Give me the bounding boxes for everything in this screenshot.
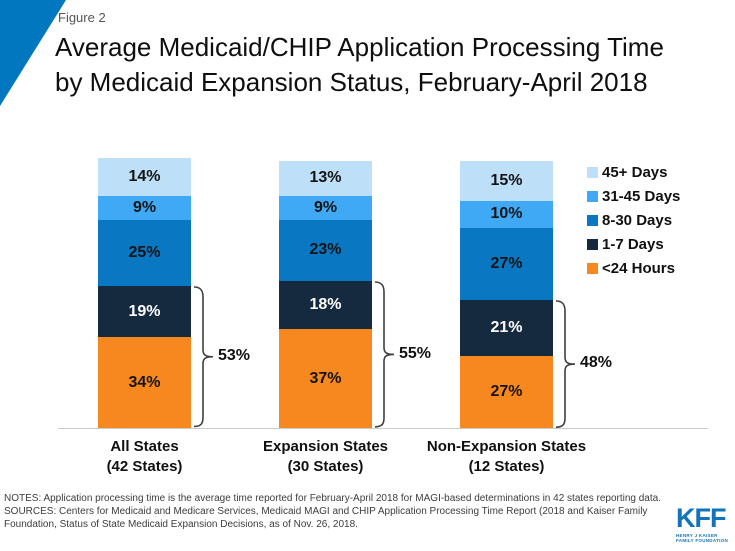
x-axis-category-label: Non-Expansion States (12 States) [426,438,587,475]
bar-segment: 34% [98,337,191,428]
bar-segment: 9% [279,195,372,220]
segment-value-label: 9% [313,198,338,216]
segment-value-label: 27% [490,254,523,272]
legend-label: <24 Hours [602,259,675,277]
segment-value-label: 18% [309,296,342,314]
legend-item: 8-30 Days [587,208,680,232]
notes-block: NOTES: Application processing time is th… [4,492,734,531]
x-axis-baseline [58,428,708,429]
legend-swatch [587,190,598,202]
segment-value-label: 21% [490,318,523,336]
segment-value-label: 37% [309,369,342,387]
legend-swatch [587,238,598,250]
bar-segment: 37% [279,329,372,428]
segment-value-label: 15% [490,172,523,190]
kff-logo-text: KFF [676,503,726,533]
page-title-line-2: by Medicaid Expansion Status, February-A… [55,67,648,97]
segment-value-label: 13% [309,169,342,187]
segment-value-label: 27% [490,382,523,400]
bar-segment: 21% [460,299,553,356]
segment-value-label: 14% [128,168,161,186]
bar-segment: 14% [98,158,191,196]
bar-segment: 9% [98,195,191,220]
bracket-brace-icon [193,286,214,428]
segment-value-label: 34% [128,373,161,391]
page-title: Average Medicaid/CHIP Application Proces… [55,30,725,100]
legend-item: <24 Hours [587,256,680,280]
legend-label: 31-45 Days [602,187,681,205]
segment-value-label: 23% [309,241,342,259]
bracket-value-label: 48% [580,353,613,371]
segment-value-label: 9% [132,198,157,216]
bar-segment: 19% [98,286,191,338]
kff-logo: KFF HENRY J KAISER FAMILY FOUNDATION [676,503,729,544]
kff-logo-subtext: HENRY J KAISER FAMILY FOUNDATION [676,533,729,543]
segment-value-label: 10% [490,205,523,223]
bracket-brace-icon [555,300,576,428]
sources-line-1: SOURCES: Centers for Medicaid and Medica… [4,506,648,517]
legend-item: 45+ Days [587,160,680,184]
stacked-bar: 14% 9% 25% 19% 34% [98,158,191,428]
stacked-bar: 13% 9% 23% 18% 37% [279,161,372,428]
segment-value-label: 25% [128,244,161,262]
legend-swatch [587,214,598,226]
legend-swatch [587,166,598,178]
figure-number-label: Figure 2 [58,10,106,25]
legend-item: 1-7 Days [587,232,680,256]
bar-segment: 27% [460,355,553,428]
bar-segment: 15% [460,161,553,202]
legend: 45+ Days 31-45 Days 8-30 Days 1-7 Days <24 H… [587,160,680,280]
stacked-bar: 15% 10% 27% 21% 27% [460,161,553,428]
x-axis-category-label: Expansion States (30 States) [262,438,389,475]
page-title-line-1: Average Medicaid/CHIP Application Proces… [55,32,664,62]
notes-line: NOTES: Application processing time is th… [4,493,661,504]
segment-value-label: 19% [128,302,161,320]
bar-segment: 25% [98,219,191,287]
bar-segment: 27% [460,227,553,300]
legend-swatch [587,262,598,274]
bar-segment: 23% [279,219,372,282]
bar-segment: 18% [279,281,372,330]
legend-label: 45+ Days [602,163,668,181]
bracket-value-label: 53% [218,347,251,365]
bracket-brace-icon [374,281,395,428]
x-axis-category-label: All States (42 States) [106,438,183,475]
bar-segment: 10% [460,201,553,228]
sources-line-2: Foundation, Status of State Medicaid Exp… [4,519,358,530]
bracket-value-label: 55% [399,344,432,362]
legend-label: 8-30 Days [602,211,673,229]
bar-segment: 13% [279,161,372,196]
legend-item: 31-45 Days [587,184,680,208]
legend-label: 1-7 Days [602,235,664,253]
